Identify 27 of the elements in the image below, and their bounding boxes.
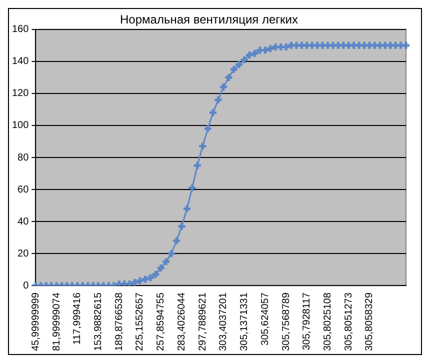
x-tick-label: 189,8766538 bbox=[114, 292, 125, 352]
y-tick-label: 60 bbox=[18, 184, 30, 196]
x-tick-label: 303,4037201 bbox=[218, 292, 230, 352]
x-tick-label: 257,8594755 bbox=[156, 292, 167, 352]
x-tick-label: 225,1552657 bbox=[134, 292, 146, 352]
y-tick-label: 0 bbox=[23, 280, 30, 292]
x-tick-label: 283,4026044 bbox=[176, 292, 188, 352]
x-tick-label: 305,7928117 bbox=[302, 292, 313, 350]
x-tick-label: 297,7889621 bbox=[197, 292, 208, 352]
y-tick-label: 80 bbox=[18, 152, 30, 164]
x-tick-label: 81,99999074 bbox=[51, 292, 62, 352]
x-tick-label: 117,999416 bbox=[72, 292, 84, 345]
x-tick-label: 305,8051273 bbox=[343, 292, 354, 352]
x-tick-label: 305,624057 bbox=[260, 292, 271, 346]
chart-title: Нормальная вентиляция легких bbox=[120, 12, 298, 27]
x-tick-label: 305,8058329 bbox=[364, 292, 376, 352]
x-tick-label: 153,9882615 bbox=[93, 292, 104, 352]
x-tick-label: 305,8025108 bbox=[322, 292, 334, 352]
y-tick-label: 100 bbox=[12, 120, 30, 132]
y-tick-label: 40 bbox=[18, 216, 30, 228]
x-tick-label: 45,99999999 bbox=[30, 292, 42, 352]
y-tick-label: 20 bbox=[18, 248, 30, 260]
x-tick-label: 305,7568789 bbox=[280, 292, 292, 352]
y-tick-label: 120 bbox=[12, 88, 30, 100]
x-tick-label: 305,1371331 bbox=[239, 292, 250, 352]
y-tick-label: 140 bbox=[12, 56, 30, 68]
y-tick-label: 160 bbox=[12, 24, 30, 36]
